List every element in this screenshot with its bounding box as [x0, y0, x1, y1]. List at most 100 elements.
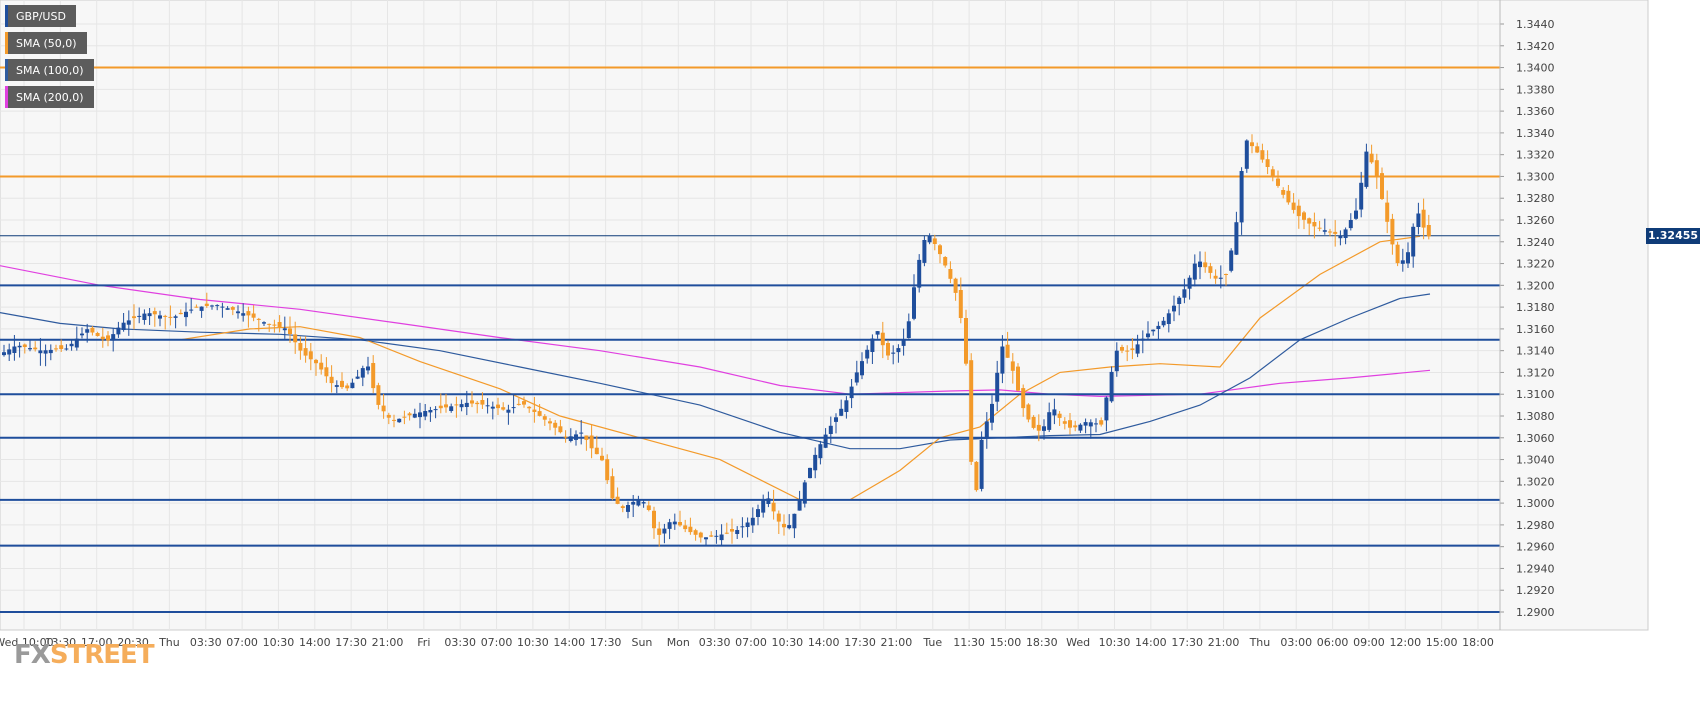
candle-body [932, 238, 937, 244]
candle-body [1281, 190, 1286, 195]
x-tick-label: 17:30 [1171, 636, 1203, 649]
x-tick-label: 10:30 [771, 636, 803, 649]
y-tick-label: 1.3020 [1516, 475, 1555, 488]
x-tick-label: 07:00 [226, 636, 258, 649]
candle-body [459, 404, 464, 408]
candle-body [1426, 225, 1431, 237]
legend-item-gbpusd[interactable]: GBP/USD [5, 5, 76, 27]
candle-body [719, 534, 724, 541]
candle-body [938, 245, 942, 255]
candle-body [454, 404, 459, 406]
candle-body [230, 307, 235, 310]
candle-body [1270, 169, 1275, 177]
x-tick-label: 21:00 [372, 636, 404, 649]
candle-body [704, 537, 708, 540]
candle-body [901, 339, 906, 346]
candle-body [714, 535, 719, 537]
candle-body [1047, 412, 1052, 430]
candle-body [631, 501, 636, 505]
candle-body [548, 421, 552, 424]
candle-body [1057, 413, 1062, 418]
candle-body [475, 402, 480, 405]
y-tick-label: 1.3220 [1516, 258, 1555, 271]
candle-body [288, 328, 292, 334]
sma-lines [0, 235, 1431, 501]
candle-body [7, 349, 12, 355]
candle-body [277, 322, 282, 327]
candle-body [464, 402, 469, 407]
x-tick-label: 14:00 [553, 636, 585, 649]
candle-body [745, 522, 750, 527]
candle-body [1343, 229, 1348, 238]
candle-body [412, 413, 417, 418]
y-tick-label: 1.3060 [1516, 432, 1555, 445]
candle-body [241, 313, 246, 316]
candle-body [147, 313, 152, 317]
candle-body [1068, 420, 1072, 428]
candle-body [100, 336, 105, 340]
legend-item-sma100[interactable]: SMA (100,0) [5, 59, 94, 81]
candle-body [808, 467, 812, 479]
candle-body [1265, 159, 1270, 167]
x-tick-label: 15:00 [990, 636, 1022, 649]
candle-body [501, 407, 506, 410]
candle-body [766, 498, 771, 504]
candle-body [298, 343, 303, 351]
candle-body [787, 525, 792, 529]
y-tick-label: 1.3000 [1516, 497, 1555, 510]
candle-body [1120, 347, 1124, 351]
y-tick-label: 1.3360 [1516, 105, 1555, 118]
candle-body [1296, 205, 1301, 217]
candle-body [282, 328, 287, 331]
candle-body [1156, 325, 1161, 329]
candle-body [1078, 424, 1083, 431]
candle-body [267, 323, 272, 325]
sma100-line [0, 293, 1431, 450]
legend-item-sma50[interactable]: SMA (50,0) [5, 32, 87, 54]
candle-body [984, 421, 989, 438]
legend-item-sma200[interactable]: SMA (200,0) [5, 86, 94, 108]
y-tick-label: 1.3180 [1516, 301, 1555, 314]
y-axis: 1.3440 1.3420 1.3400 1.3380 1.3360 1.3340 1.33… [1499, 0, 1555, 630]
candle-body [54, 348, 58, 350]
y-tick-label: 1.3280 [1516, 192, 1555, 205]
y-tick-label: 1.3120 [1516, 366, 1555, 379]
candle-body [771, 502, 776, 512]
x-tick-label: 12:00 [1389, 636, 1421, 649]
y-tick-label: 1.3320 [1516, 149, 1555, 162]
candle-body [199, 306, 204, 311]
candle-body [28, 348, 32, 350]
candle-body [844, 400, 849, 412]
candle-body [1307, 218, 1312, 224]
x-tick-label: 15:00 [1426, 636, 1458, 649]
x-tick-label: 03:30 [699, 636, 731, 649]
candle-body [979, 440, 984, 489]
candle-body [1099, 420, 1104, 425]
candle-body [43, 350, 48, 354]
candle-body [1213, 275, 1218, 279]
x-tick-label: Mon [667, 636, 690, 649]
candle-body [1291, 202, 1296, 210]
y-tick-label: 1.3160 [1516, 323, 1555, 336]
candle-body [542, 416, 547, 420]
candle-body [1421, 209, 1426, 228]
candle-body [386, 414, 391, 418]
candle-body [1411, 226, 1416, 257]
x-tick-label: 11:30 [953, 636, 985, 649]
candle-body [615, 496, 620, 504]
legend-swatch [5, 5, 8, 27]
candle-body [308, 351, 313, 360]
candle-body [818, 444, 823, 459]
x-tick-label: 18:00 [1462, 636, 1494, 649]
candle-body [943, 257, 948, 266]
candle-body [74, 338, 79, 348]
candle-body [126, 320, 131, 325]
x-tick-label: Sun [631, 636, 652, 649]
y-tick-label: 1.3100 [1516, 388, 1555, 401]
candle-body [730, 529, 734, 532]
candle-body [797, 499, 802, 511]
sma50-line [179, 235, 1421, 501]
candle-body [776, 513, 781, 522]
candle-body [345, 385, 350, 389]
candle-body [516, 403, 521, 405]
